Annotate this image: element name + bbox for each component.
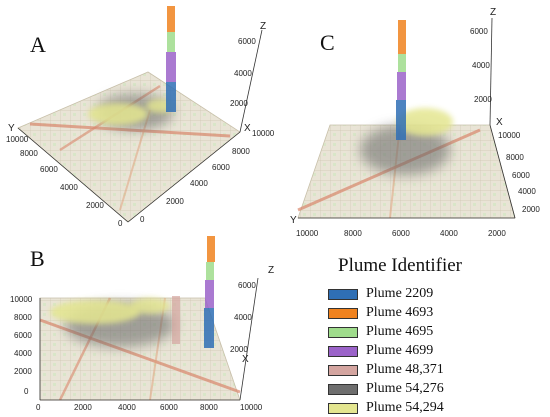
panel-b-plume-2209 (204, 308, 214, 348)
panel-c-y-tick: 6000 (392, 229, 410, 238)
panel-b-y-tick: 2000 (14, 367, 32, 376)
panel-a-y-tick: 2000 (86, 201, 104, 210)
panel-b-x-tick: 2000 (74, 403, 92, 412)
legend-swatch (328, 307, 358, 319)
panel-c-z-axis-label: Z (490, 7, 497, 18)
panel-a-y-tick: 0 (118, 219, 123, 228)
legend-item: Plume 2209 (328, 285, 433, 303)
legend-title: Plume Identifier (338, 255, 462, 276)
legend-label: Plume 54,294 (366, 400, 444, 415)
panel-c-x-tick: 2000 (522, 205, 540, 214)
panel-c-x-tick: 10000 (498, 131, 521, 140)
legend-item: Plume 54,294 (328, 399, 444, 417)
panel-a-plume-2209 (166, 82, 176, 112)
panel-c-plume-54276 (360, 125, 450, 175)
panel-a-label: A (30, 32, 46, 57)
panel-a-3d-plot (17, 6, 263, 223)
panel-c-z-tick: 2000 (474, 95, 492, 104)
legend-swatch (328, 402, 358, 414)
panel-b-y-tick: 0 (24, 387, 29, 396)
panel-b-plume-4693 (207, 236, 215, 262)
panel-b-z-tick: 6000 (238, 281, 256, 290)
plume-legend: Plume Identifier Plume 2209 Plume 4693 P… (322, 255, 544, 415)
panel-a-y-axis-label: Y (8, 123, 15, 134)
panel-a-z-tick: 4000 (234, 69, 252, 78)
panel-c-x-tick: 4000 (518, 187, 536, 196)
legend-label: Plume 54,276 (366, 381, 444, 396)
legend-item: Plume 4695 (328, 323, 433, 341)
panel-a-x-tick: 4000 (190, 179, 208, 188)
legend-label: Plume 48,371 (366, 362, 444, 377)
panel-a-z-axis-label: Z (260, 21, 267, 32)
legend-swatch (328, 326, 358, 338)
panel-c-z-tick: 4000 (472, 61, 490, 70)
panel-b-plume-4695 (206, 262, 214, 280)
panel-b-plume-48371 (172, 296, 180, 344)
panel-a-x-tick: 2000 (166, 197, 184, 206)
panel-c-x-tick: 6000 (512, 171, 530, 180)
legend-label: Plume 4693 (366, 305, 434, 320)
panel-b-z-tick: 4000 (234, 313, 252, 322)
panel-b-y-tick: 8000 (14, 313, 32, 322)
legend-swatch (328, 383, 358, 395)
panel-b-x-axis-label: X (242, 354, 249, 365)
panel-c-plume-2209 (396, 100, 406, 140)
panel-b-z-tick: 2000 (230, 345, 248, 354)
panel-b-z-axis-label: Z (268, 265, 275, 276)
panel-b-x-tick: 6000 (160, 403, 178, 412)
legend-label: Plume 4699 (366, 343, 434, 358)
legend-label: Plume 4695 (366, 324, 434, 339)
panel-a-plume-4693 (167, 6, 175, 32)
panel-a-plume-4699 (166, 52, 176, 82)
legend-swatch (328, 288, 358, 300)
panel-b-x-tick: 0 (36, 403, 41, 412)
panel-b-3d-plot (39, 236, 259, 401)
panel-c-y-tick: 4000 (440, 229, 458, 238)
panel-b-x-tick: 10000 (240, 403, 263, 412)
panel-c-y-tick: 10000 (296, 229, 319, 238)
panel-c-3d-plot (297, 17, 516, 219)
panel-c-x-axis-label: X (496, 117, 503, 128)
panel-c-plume-4693 (398, 20, 406, 54)
panel-c-y-axis-label: Y (290, 215, 297, 226)
panel-c-y-tick: 8000 (344, 229, 362, 238)
panel-b-label: B (30, 246, 45, 271)
panel-c-plume-4699 (397, 72, 406, 100)
panel-a-z-tick: 6000 (238, 37, 256, 46)
panel-a-y-tick: 8000 (20, 149, 38, 158)
panel-b-y-tick: 4000 (14, 349, 32, 358)
legend-swatch (328, 364, 358, 376)
panel-c-plume-4695 (398, 54, 406, 72)
panel-c-plume-54294 (397, 108, 453, 136)
panel-b-x-tick: 4000 (118, 403, 136, 412)
panel-a-plume-54294 (88, 103, 148, 125)
panel-b-plume-54294 (50, 300, 140, 324)
panel-c-x-tick: 8000 (506, 153, 524, 162)
panel-a-x-axis-label: X (244, 123, 251, 134)
panel-b-x-tick: 8000 (200, 403, 218, 412)
panel-c-z-tick: 6000 (470, 27, 488, 36)
panel-b-y-tick: 6000 (14, 331, 32, 340)
panel-a-y-tick: 10000 (6, 135, 29, 144)
panel-a-x-tick: 6000 (212, 163, 230, 172)
legend-item: Plume 4693 (328, 304, 433, 322)
legend-item: Plume 4699 (328, 342, 433, 360)
panel-a-x-tick: 10000 (252, 129, 275, 138)
panel-c-y-tick: 2000 (488, 229, 506, 238)
legend-label: Plume 2209 (366, 286, 434, 301)
panel-b-y-tick: 10000 (10, 295, 33, 304)
panel-a-plume-4695 (167, 32, 175, 52)
panel-a-y-tick: 6000 (40, 165, 58, 174)
panel-a-x-tick: 8000 (232, 147, 250, 156)
panel-b-plume-4699 (205, 280, 214, 308)
panel-c-label: C (320, 30, 335, 55)
legend-swatch (328, 345, 358, 357)
panel-a-y-tick: 4000 (60, 183, 78, 192)
panel-a-z-tick: 2000 (230, 99, 248, 108)
legend-item: Plume 48,371 (328, 361, 444, 379)
legend-item: Plume 54,276 (328, 380, 444, 398)
panel-a-x-tick: 0 (140, 215, 145, 224)
